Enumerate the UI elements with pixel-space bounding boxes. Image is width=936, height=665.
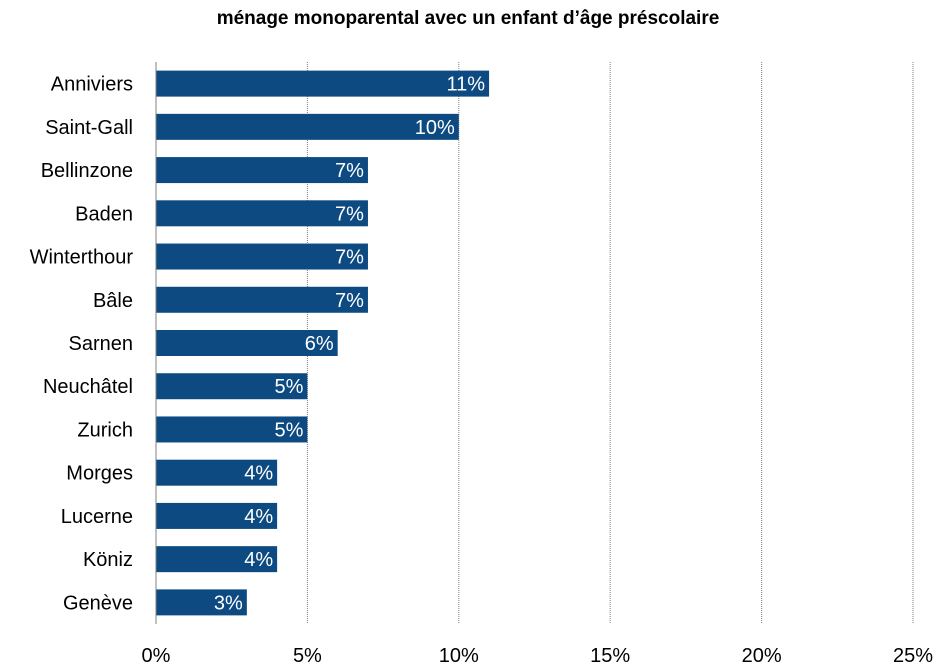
x-tick-label: 5% <box>293 645 322 665</box>
data-label: 6% <box>305 333 334 355</box>
category-label: Lucerne <box>61 506 133 528</box>
data-label: 7% <box>335 290 364 312</box>
category-label: Anniviers <box>51 74 133 96</box>
category-label: Winterthour <box>30 247 134 269</box>
data-label: 7% <box>335 160 364 182</box>
data-label: 11% <box>447 74 486 96</box>
data-label: 7% <box>335 203 364 225</box>
data-label: 3% <box>214 592 243 614</box>
data-label: 4% <box>244 506 273 528</box>
bar <box>156 157 368 184</box>
x-tick-label: 0% <box>142 645 171 665</box>
category-label: Bellinzone <box>41 160 133 182</box>
category-label: Genève <box>63 592 133 614</box>
bar <box>156 70 490 97</box>
data-label: 5% <box>274 376 303 398</box>
bar <box>156 286 368 313</box>
bar <box>156 546 278 573</box>
bar <box>156 373 308 400</box>
data-label: 10% <box>415 117 455 139</box>
category-label: Neuchâtel <box>43 376 133 398</box>
data-label: 4% <box>244 463 273 485</box>
data-label: 5% <box>274 419 303 441</box>
category-label: Sarnen <box>69 333 134 355</box>
chart-title: ménage monoparental avec un enfant d’âge… <box>216 8 720 29</box>
bar <box>156 459 278 486</box>
category-label: Köniz <box>83 549 133 571</box>
bar <box>156 113 459 140</box>
data-label: 4% <box>244 549 273 571</box>
bar <box>156 416 308 443</box>
x-tick-label: 15% <box>590 645 630 665</box>
category-label: Morges <box>66 463 133 485</box>
bar <box>156 200 368 227</box>
bar <box>156 330 338 356</box>
category-label: Bâle <box>93 290 133 312</box>
bar <box>156 502 278 529</box>
x-tick-label: 20% <box>742 645 782 665</box>
bar <box>156 243 368 270</box>
data-label: 7% <box>335 247 364 269</box>
x-tick-label: 10% <box>439 645 479 665</box>
bar <box>156 589 247 616</box>
category-label: Baden <box>75 203 133 225</box>
category-label: Zurich <box>77 419 133 441</box>
x-tick-label: 25% <box>893 645 933 665</box>
category-label: Saint-Gall <box>45 117 133 139</box>
